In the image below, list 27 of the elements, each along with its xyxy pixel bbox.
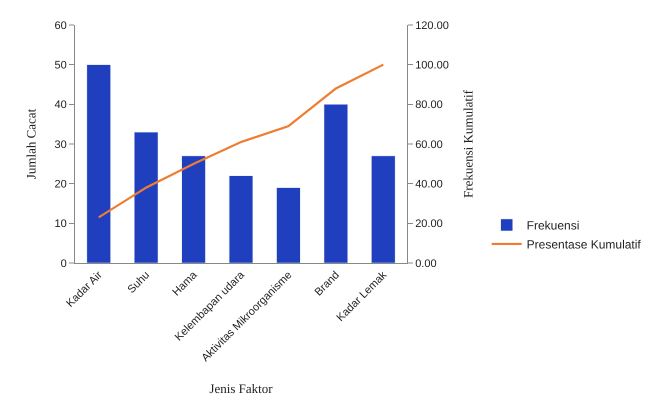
y-tick-label: 50 [54,60,67,72]
y-tick-label: 0 [60,258,67,270]
legend-label: Presentase Kumulatif [526,238,642,252]
y-tick-label: 30 [54,138,67,151]
y-tick-label: 20 [54,178,67,191]
bar [228,175,254,263]
y2-tick-label: 0.00 [415,258,437,270]
y-tick-label: 60 [54,20,67,32]
y2-tick-label: 80.00 [415,99,443,112]
line-series [98,64,384,218]
bar [371,156,396,263]
y-tick-label: 40 [54,99,67,112]
y-tick-label: 10 [54,218,67,230]
y2-tick-label: 120.00 [415,20,449,32]
bar [324,104,348,263]
y-axis-title: Jumlah Cacat [24,108,38,180]
y2-tick-label: 60.00 [415,138,443,151]
bar [276,187,301,263]
y2-tick-label: 40.00 [415,178,443,191]
bar [86,64,111,263]
y2-axis-title: Frekuensi Kumulatif [460,89,476,198]
bar [181,156,206,263]
bar [134,132,158,263]
legend-label: Frekuensi [526,218,580,233]
x-axis-title: Jenis Faktor [209,380,274,396]
y2-tick-label: 20.00 [415,218,443,230]
y2-tick-label: 100.00 [415,60,449,72]
